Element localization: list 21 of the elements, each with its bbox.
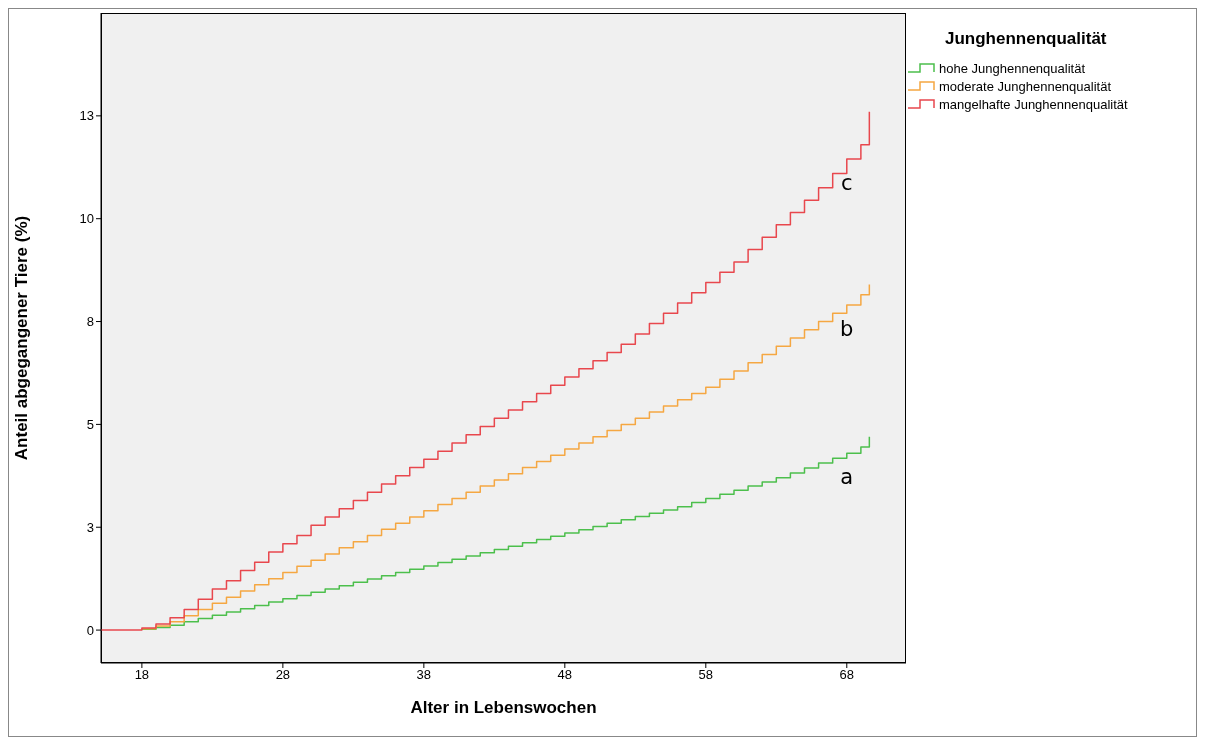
x-axis-title: Alter in Lebenswochen xyxy=(410,698,597,717)
x-tick-label: 68 xyxy=(839,667,855,683)
legend-label: mangelhafte Junghennenqualität xyxy=(939,96,1128,112)
legend-label: hohe Junghennenqualität xyxy=(939,60,1086,76)
y-tick-label: 13 xyxy=(79,108,94,124)
y-tick-label: 5 xyxy=(86,417,94,433)
y-tick-label: 0 xyxy=(86,622,94,638)
legend-label: moderate Junghennenqualität xyxy=(939,78,1112,94)
annotation: b xyxy=(839,317,855,342)
legend-title: Junghennenqualität xyxy=(945,29,1108,49)
x-tick-label: 28 xyxy=(275,667,291,683)
y-tick-label: 8 xyxy=(86,314,94,330)
annotation: a xyxy=(839,465,855,490)
x-tick-label: 18 xyxy=(134,667,150,683)
x-tick-label: 38 xyxy=(416,667,432,683)
annotation: c xyxy=(840,171,854,196)
y-tick-label: 10 xyxy=(79,211,94,227)
x-tick-label: 58 xyxy=(698,667,714,683)
y-tick-label: 3 xyxy=(86,519,94,535)
y-axis-title: Anteil abgegangener Tiere (%) xyxy=(12,215,32,461)
x-tick-label: 48 xyxy=(557,667,573,683)
